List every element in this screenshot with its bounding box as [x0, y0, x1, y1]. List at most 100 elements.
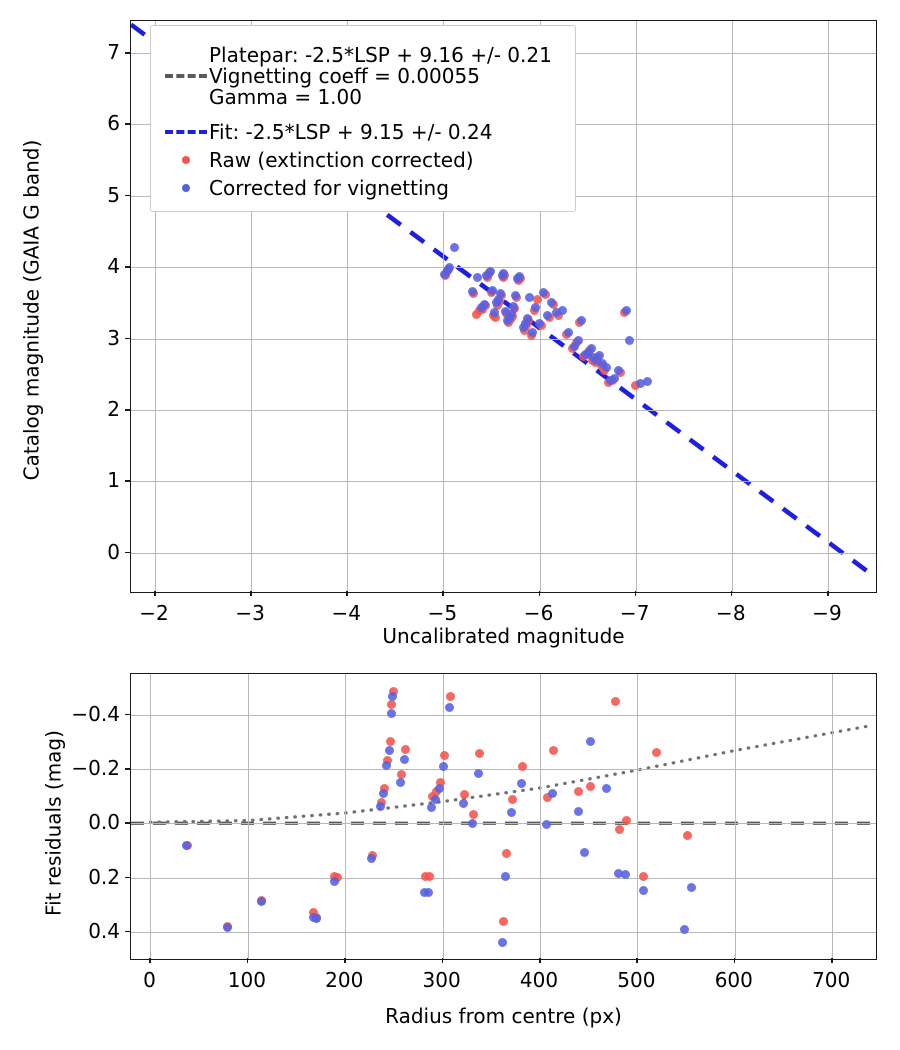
xaxis-tick	[730, 591, 733, 596]
data-point	[602, 363, 612, 373]
data-point	[508, 795, 518, 805]
gridline-horizontal	[131, 552, 876, 554]
data-point	[509, 302, 519, 311]
data-point	[497, 938, 507, 948]
yaxis-tick-label: 0.0	[88, 810, 120, 835]
data-point	[490, 312, 500, 322]
data-point	[401, 744, 411, 754]
data-point	[517, 778, 527, 788]
gridline-vertical	[832, 674, 834, 959]
yaxis-tick	[125, 551, 130, 554]
yaxis-tick	[125, 713, 130, 716]
data-point	[400, 755, 410, 765]
data-point	[569, 341, 579, 351]
xaxis-tick-label: −8	[716, 601, 746, 625]
data-point	[625, 336, 635, 346]
legend-marker	[163, 184, 209, 192]
data-point	[586, 737, 596, 747]
data-point	[543, 792, 553, 802]
magnitude-yaxis-label: Catalog magnitude (GAIA G band)	[19, 139, 44, 481]
data-point	[622, 816, 632, 826]
data-point	[507, 309, 517, 319]
gridline-vertical	[540, 674, 542, 959]
legend-dashed-line-icon	[165, 74, 207, 78]
yaxis-tick-label: 0.4	[88, 918, 120, 943]
yaxis-tick	[125, 194, 130, 197]
data-point	[499, 269, 509, 279]
xaxis-tick	[246, 958, 249, 963]
data-point	[682, 831, 692, 841]
data-point	[615, 824, 625, 834]
xaxis-tick-label: −6	[523, 601, 554, 625]
yaxis-tick	[125, 930, 130, 933]
data-point	[493, 294, 503, 304]
data-point	[601, 784, 611, 794]
yaxis-tick-label: 1	[107, 468, 120, 493]
residuals-xaxis-label: Radius from centre (px)	[385, 1004, 622, 1028]
data-point	[594, 350, 604, 360]
gridline-vertical	[150, 674, 152, 959]
data-point	[558, 305, 568, 315]
data-point	[474, 769, 484, 779]
xaxis-tick	[538, 591, 541, 596]
data-point	[535, 319, 545, 329]
yaxis-tick-label: 0.2	[88, 864, 120, 889]
xaxis-tick-label: −9	[812, 601, 842, 625]
fit-residuals-panel	[130, 673, 877, 960]
data-point	[507, 807, 517, 817]
data-point	[586, 344, 596, 354]
yaxis-tick-label: 2	[107, 396, 120, 421]
data-point	[439, 761, 449, 771]
gridline-vertical	[155, 21, 157, 592]
data-point	[495, 289, 505, 299]
data-point	[458, 799, 468, 809]
xaxis-tick	[636, 958, 638, 963]
residuals-yaxis-label: Fit residuals (mag)	[41, 730, 66, 916]
yaxis-tick-label: 3	[107, 325, 120, 350]
gridline-horizontal	[131, 338, 876, 340]
legend-label: Raw (extinction corrected)	[209, 149, 474, 171]
yaxis-tick	[125, 123, 130, 126]
gridline-vertical	[442, 674, 444, 959]
legend-dot-icon	[182, 184, 190, 192]
legend-label-line: Gamma = 1.00	[209, 84, 362, 109]
gridline-horizontal	[131, 823, 876, 825]
data-point	[384, 746, 394, 756]
data-point	[518, 323, 528, 333]
legend-label: Fit: -2.5*LSP + 9.15 +/- 0.24	[209, 121, 492, 143]
data-point	[549, 745, 559, 755]
magnitude-legend: Platepar: -2.5*LSP + 9.16 +/- 0.21 Vignet…	[150, 25, 576, 212]
data-point	[440, 751, 450, 761]
data-point	[642, 376, 652, 386]
data-point	[435, 783, 445, 793]
data-point	[222, 923, 232, 932]
data-point	[397, 770, 407, 780]
xaxis-tick-label: 400	[519, 968, 559, 992]
legend-marker	[163, 74, 209, 78]
data-point	[367, 853, 377, 863]
gridline-vertical	[247, 674, 249, 959]
data-point	[431, 794, 441, 804]
data-point	[563, 327, 573, 337]
xaxis-tick-label: 600	[714, 968, 753, 992]
legend-label-line: Vignetting coeff = 0.00055	[209, 63, 480, 88]
data-point	[621, 870, 631, 880]
data-point	[424, 871, 434, 881]
yaxis-tick	[125, 876, 130, 879]
data-point	[531, 303, 541, 313]
legend-dot-icon	[182, 156, 190, 164]
data-point	[498, 917, 508, 927]
yaxis-tick	[125, 822, 130, 824]
data-point	[486, 267, 496, 277]
xaxis-tick-label: 0	[143, 968, 156, 992]
legend-entry: Platepar: -2.5*LSP + 9.16 +/- 0.21 Vignet…	[163, 34, 563, 118]
data-point	[631, 381, 641, 391]
xaxis-tick	[441, 958, 444, 963]
data-point	[638, 885, 648, 895]
data-point	[471, 309, 481, 319]
data-point	[573, 807, 583, 817]
data-point	[514, 272, 524, 282]
data-point	[467, 287, 477, 296]
data-point	[436, 777, 446, 787]
data-point	[546, 297, 556, 307]
